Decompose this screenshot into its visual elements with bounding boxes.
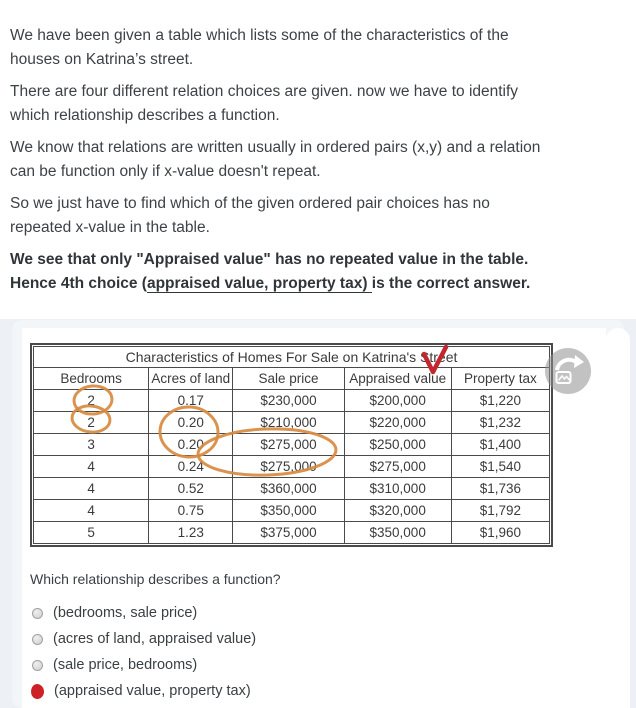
- paragraph-line: which relationship describes a function.: [10, 107, 280, 124]
- table-row: 4 0.75 $350,000 $320,000 $1,792: [32, 499, 551, 522]
- table-header-row: Bedrooms Acres of land Sale price Appraised…: [32, 367, 551, 390]
- table-row: 2 0.17 $230,000 $200,000 $1,220: [32, 389, 551, 412]
- conclusion-line1: We see that only "Appraised value" has n…: [10, 251, 529, 268]
- table-cell: 2: [32, 411, 150, 434]
- table-cell: $230,000: [232, 389, 345, 412]
- table-cell: $1,736: [450, 477, 551, 500]
- table-cell: $1,792: [450, 499, 551, 522]
- paragraph-line: repeated x-value in the table.: [10, 219, 210, 236]
- attachment-image[interactable]: Characteristics of Homes For Sale on Kat…: [22, 328, 606, 708]
- column-header: Sale price: [232, 367, 345, 390]
- table-cell: $210,000: [232, 411, 345, 434]
- explanation-paragraph: We have been given a table which lists s…: [10, 24, 610, 72]
- table-row: 4 0.24 $275,000 $275,000 $1,540: [32, 455, 551, 478]
- paragraph-line: We have been given a table which lists s…: [10, 27, 509, 44]
- table-title: Characteristics of Homes For Sale on Kat…: [33, 346, 550, 368]
- table-cell: 5: [32, 521, 150, 544]
- radio-button[interactable]: [32, 659, 43, 671]
- column-header: Acres of land: [148, 367, 234, 390]
- table-cell: $275,000: [232, 433, 345, 456]
- rotate-icon: [555, 355, 584, 371]
- table-cell: $375,000: [232, 521, 345, 544]
- image-icon: [555, 371, 572, 384]
- underlined-answer: appraised value, property tax): [146, 275, 372, 293]
- column-header: Appraised value: [343, 367, 452, 390]
- table-cell: 4: [32, 455, 150, 478]
- option-row: (appraised value, property tax): [30, 678, 256, 704]
- explanation-paragraph: We know that relations are written usual…: [10, 136, 610, 184]
- table-row: 4 0.52 $360,000 $310,000 $1,736: [32, 477, 551, 500]
- conclusion-line2: Hence 4th choice (appraised value, prope…: [10, 275, 531, 293]
- column-header: Property tax: [450, 367, 551, 390]
- paragraph-line: houses on Katrina’s street.: [10, 51, 194, 68]
- table-cell: $350,000: [232, 499, 345, 522]
- table-cell: $200,000: [343, 389, 452, 412]
- table-cell: 4: [32, 499, 150, 522]
- table-cell: $350,000: [343, 521, 452, 544]
- question-text: Which relationship describes a function?: [30, 571, 281, 587]
- table-cell: $275,000: [343, 455, 452, 478]
- table-cell: $1,220: [450, 389, 551, 412]
- table-cell: 1.23: [148, 521, 234, 544]
- homes-table: Characteristics of Homes For Sale on Kat…: [30, 343, 553, 547]
- rotate-image-button[interactable]: [545, 348, 591, 394]
- option-label: (acres of land, appraised value): [53, 631, 257, 647]
- table-cell: 4: [32, 477, 150, 500]
- option-label: (sale price, bedrooms): [53, 657, 198, 673]
- table-cell: 0.20: [148, 433, 234, 456]
- conclusion-paragraph: We see that only "Appraised value" has n…: [10, 248, 610, 296]
- table-cell: $320,000: [343, 499, 452, 522]
- table-cell: 3: [32, 433, 150, 456]
- option-label: (appraised value, property tax): [54, 683, 251, 699]
- table-cell: $1,400: [450, 433, 551, 456]
- table-cell: $1,960: [450, 521, 551, 544]
- table-cell: $250,000: [343, 433, 452, 456]
- table-cell: 0.24: [148, 455, 234, 478]
- option-label: (bedrooms, sale price): [53, 605, 198, 621]
- table-cell: 0.52: [148, 477, 234, 500]
- column-header: Bedrooms: [32, 367, 150, 390]
- answer-options: (bedrooms, sale price) (acres of land, ap…: [30, 600, 256, 704]
- table-cell: $360,000: [232, 477, 345, 500]
- table-cell: 0.75: [148, 499, 234, 522]
- table-cell: 0.20: [148, 411, 234, 434]
- paragraph-line: So we just have to find which of the giv…: [10, 195, 490, 212]
- answer-explanation: We have been given a table which lists s…: [10, 24, 610, 304]
- option-row: (bedrooms, sale price): [30, 600, 256, 626]
- explanation-paragraph: There are four different relation choice…: [10, 80, 610, 128]
- table-cell: 0.17: [148, 389, 234, 412]
- selected-option-marker[interactable]: [30, 682, 45, 700]
- scrollbar-track[interactable]: [606, 328, 630, 708]
- paragraph-line: We know that relations are written usual…: [10, 139, 541, 156]
- table-cell: $310,000: [343, 477, 452, 500]
- radio-button[interactable]: [32, 633, 43, 645]
- table-cell: $1,232: [450, 411, 551, 434]
- option-row: (sale price, bedrooms): [30, 652, 256, 678]
- paragraph-line: There are four different relation choice…: [10, 83, 519, 100]
- explanation-paragraph: So we just have to find which of the giv…: [10, 192, 610, 240]
- table-row: 2 0.20 $210,000 $220,000 $1,232: [32, 411, 551, 434]
- paragraph-line: can be function only if x-value doesn't …: [10, 163, 321, 180]
- table-row: 5 1.23 $375,000 $350,000 $1,960: [32, 521, 551, 544]
- table-cell: $275,000: [232, 455, 345, 478]
- table-cell: 2: [32, 389, 150, 412]
- table-cell: $220,000: [343, 411, 452, 434]
- option-row: (acres of land, appraised value): [30, 626, 256, 652]
- table-title-row: Characteristics of Homes For Sale on Kat…: [33, 346, 550, 368]
- table-cell: $1,540: [450, 455, 551, 478]
- table-row: 3 0.20 $275,000 $250,000 $1,400: [32, 433, 551, 456]
- radio-button[interactable]: [32, 607, 43, 619]
